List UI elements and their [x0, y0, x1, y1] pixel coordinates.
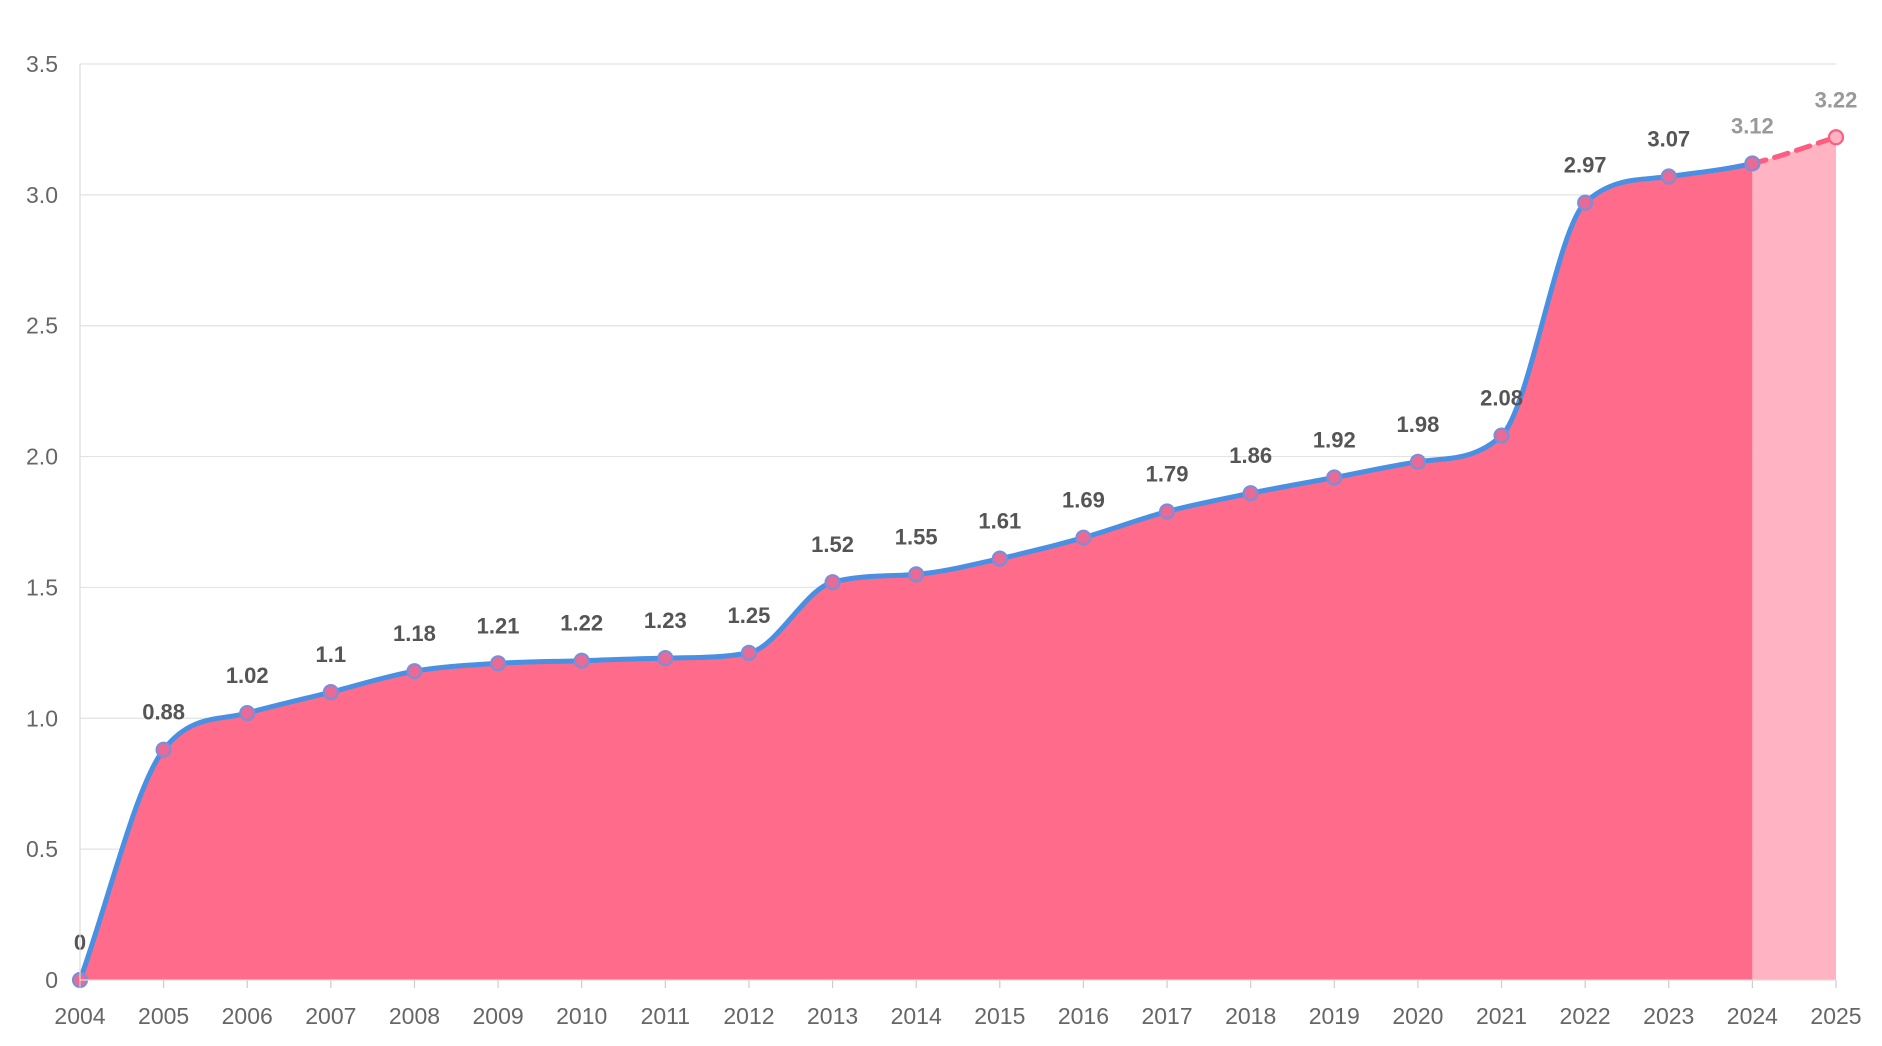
y-tick-label: 2.0 [26, 444, 58, 470]
data-point [1158, 503, 1176, 520]
x-tick-label: 2008 [389, 1003, 440, 1029]
data-label: 1.61 [978, 509, 1021, 534]
data-point [489, 655, 507, 672]
data-label: 1.55 [895, 524, 938, 549]
x-tick-label: 2013 [807, 1003, 858, 1029]
data-point [824, 574, 841, 591]
y-tick-label: 3.0 [26, 182, 58, 208]
x-tick-label: 2012 [723, 1003, 774, 1029]
data-label: 3.22 [1815, 87, 1858, 112]
data-label: 1.02 [226, 663, 269, 688]
data-label: 2.97 [1564, 153, 1607, 178]
data-point [657, 649, 674, 667]
y-tick-label: 0.5 [26, 836, 58, 862]
data-point [1493, 427, 1510, 444]
data-point [908, 566, 925, 583]
x-tick-label: 2009 [473, 1003, 524, 1029]
x-tick-label: 2020 [1392, 1003, 1443, 1029]
x-axis: 2004 2005 2006 2007 2008 2009 2010 2011 2012 2013… [54, 979, 1862, 1029]
y-tick-label: 2.5 [26, 313, 58, 339]
data-label: 1.69 [1062, 488, 1105, 513]
x-tick-label: 2015 [974, 1003, 1025, 1029]
y-tick-label: 1.0 [26, 705, 58, 731]
data-point [322, 684, 339, 701]
data-point [1577, 194, 1594, 211]
data-point [155, 741, 172, 758]
x-tick-label: 2019 [1309, 1003, 1360, 1029]
data-label: 0.88 [142, 700, 185, 725]
data-label: 1.52 [811, 532, 854, 557]
data-point [991, 550, 1008, 567]
data-point [239, 704, 256, 722]
data-label: 2.08 [1480, 386, 1523, 411]
x-tick-label: 2022 [1560, 1003, 1611, 1029]
projected-data-point [1827, 129, 1845, 146]
area-fill [80, 163, 1753, 981]
x-tick-label: 2023 [1643, 1003, 1694, 1029]
y-tick-label: 1.5 [26, 574, 58, 600]
data-label: 1.23 [644, 608, 687, 633]
data-label: 1.86 [1229, 443, 1272, 468]
data-point [1075, 529, 1092, 546]
data-label: 1.22 [560, 611, 603, 636]
x-tick-label: 2007 [305, 1003, 356, 1029]
data-point [1744, 155, 1761, 172]
data-label: 1.92 [1313, 428, 1356, 453]
data-point [406, 663, 423, 680]
x-tick-label: 2025 [1810, 1003, 1861, 1029]
data-label: 1.25 [728, 603, 771, 628]
data-point [573, 652, 590, 669]
x-tick-label: 2017 [1141, 1003, 1192, 1029]
x-tick-label: 2024 [1727, 1003, 1778, 1029]
data-label: 1.79 [1146, 462, 1189, 487]
y-tick-label: 3.5 [26, 51, 58, 77]
data-labels: 00.881.021.11.18 1.21 1.22 1.23 1.251.52 1.55… [74, 87, 1858, 955]
x-tick-label: 2021 [1476, 1003, 1527, 1029]
data-label: 1.21 [477, 613, 520, 638]
y-tick-label: 0 [45, 967, 58, 993]
x-tick-label: 2006 [222, 1003, 273, 1029]
y-axis: 0 0.5 1.0 1.5 2.0 2.5 3.0 3.5 [26, 51, 81, 993]
x-tick-label: 2004 [54, 1003, 105, 1029]
x-tick-label: 2005 [138, 1003, 189, 1029]
data-label: 1.98 [1396, 412, 1439, 437]
x-tick-label: 2018 [1225, 1003, 1276, 1029]
projected-area-fill [1752, 137, 1836, 980]
data-point [1326, 469, 1343, 486]
data-point [740, 644, 758, 661]
area-fills [80, 137, 1836, 981]
data-point [1242, 485, 1259, 502]
data-point [1409, 453, 1427, 470]
x-tick-label: 2016 [1058, 1003, 1109, 1029]
data-label: 3.07 [1647, 127, 1690, 152]
data-label: 1.18 [393, 621, 436, 646]
data-label: 3.12 [1731, 113, 1774, 138]
data-point [1660, 168, 1677, 185]
x-tick-label: 2010 [556, 1003, 607, 1029]
x-tick-label: 2014 [891, 1003, 942, 1029]
data-label: 1.1 [316, 642, 347, 667]
data-points [71, 129, 1845, 989]
projected-series-line [1749, 134, 1839, 166]
x-tick-label: 2011 [641, 1003, 690, 1029]
